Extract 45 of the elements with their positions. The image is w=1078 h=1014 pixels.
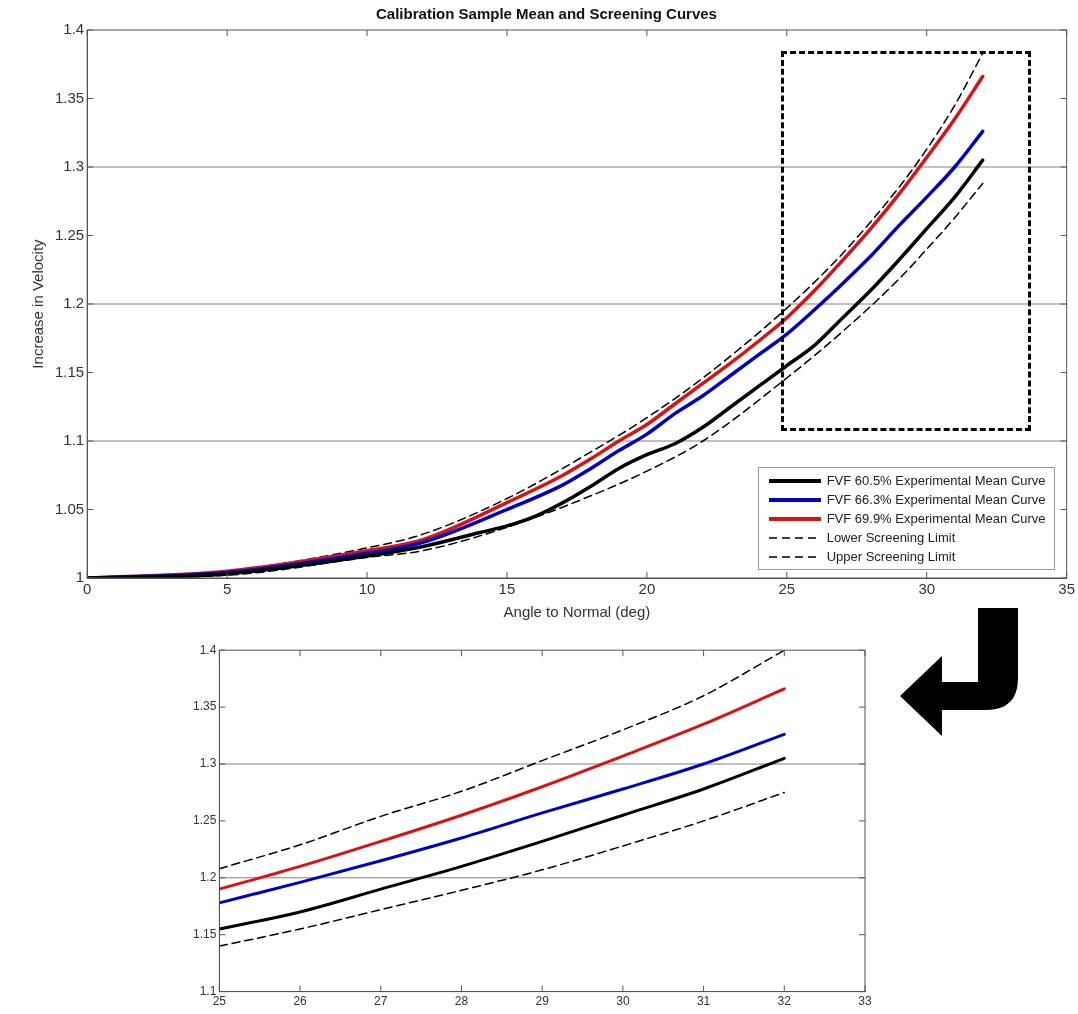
legend-label: Upper Screening Limit [826,549,956,564]
x-tick-label: 25 [778,580,796,598]
x-tick-label: 15 [498,580,516,598]
line-series [219,687,786,891]
x-tick-label: 30 [918,580,936,598]
x-tick-label: 20 [638,580,656,598]
y-tick-label: 1.2 [63,294,85,312]
y-axis-title: Increase in Velocity [29,238,47,369]
x-tick-label: 25 [212,994,227,1009]
x-tick-label: 0 [83,580,92,598]
line-series [219,650,786,870]
x-axis-title: Angle to Normal (deg) [503,603,651,621]
x-tick-label: 30 [616,994,630,1009]
y-tick-label: 1.05 [54,499,85,517]
x-tick-label: 31 [696,994,711,1009]
y-tick-label: 1.15 [193,927,217,942]
x-tick-label: 29 [535,994,550,1009]
legend-label: Lower Screening Limit [826,530,956,545]
x-tick-label: 5 [222,580,232,598]
legend-label: FVF 60.5% Experimental Mean Curve [826,473,1046,488]
y-tick-label: 1.4 [63,20,85,38]
x-tick-label: 35 [1058,580,1075,598]
x-tick-label: 27 [374,994,388,1009]
y-tick-label: 1.35 [193,699,217,714]
y-tick-label: 1.4 [199,642,217,657]
y-tick-label: 1.1 [63,431,85,449]
chart-title: Calibration Sample Mean and Screening Curves [376,5,717,23]
y-tick-label: 1.2 [199,870,217,885]
y-tick-label: 1 [75,568,85,586]
line-series [219,791,786,947]
x-tick-label: 10 [358,580,376,598]
x-tick-label: 28 [454,994,469,1009]
x-tick-label: 33 [858,994,872,1009]
y-tick-label: 1.35 [54,88,85,106]
line-series [219,732,786,905]
line-series [219,756,786,931]
x-tick-label: 32 [777,994,792,1009]
x-tick-label: 26 [293,994,308,1009]
legend-label: FVF 66.3% Experimental Mean Curve [826,492,1046,507]
y-tick-label: 1.3 [199,756,217,771]
legend-label: FVF 69.9% Experimental Mean Curve [826,511,1046,526]
y-tick-label: 1.15 [54,362,85,380]
y-tick-label: 1.25 [54,225,85,243]
y-tick-label: 1.3 [63,157,85,175]
y-tick-label: 1.25 [193,813,217,828]
